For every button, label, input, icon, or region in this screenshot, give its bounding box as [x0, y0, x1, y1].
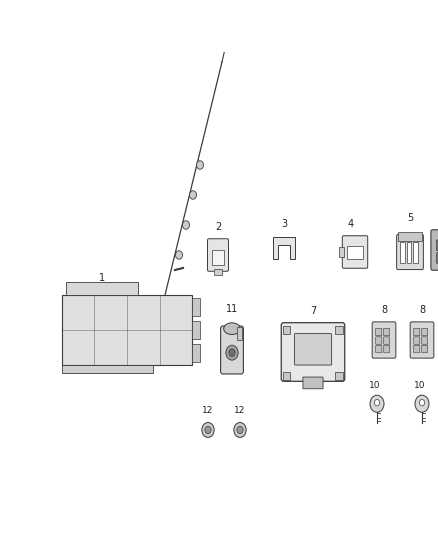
FancyBboxPatch shape [413, 345, 420, 353]
Text: 5: 5 [407, 213, 413, 223]
FancyBboxPatch shape [431, 230, 438, 270]
FancyBboxPatch shape [410, 322, 434, 358]
Text: 7: 7 [310, 306, 316, 316]
FancyBboxPatch shape [376, 328, 382, 336]
FancyBboxPatch shape [376, 337, 382, 344]
FancyBboxPatch shape [421, 337, 427, 344]
FancyBboxPatch shape [335, 372, 343, 379]
Text: 12: 12 [202, 406, 214, 415]
Circle shape [226, 345, 238, 360]
Circle shape [237, 426, 243, 434]
FancyBboxPatch shape [397, 235, 424, 270]
Circle shape [197, 161, 204, 169]
Ellipse shape [224, 323, 240, 335]
FancyBboxPatch shape [421, 345, 427, 353]
FancyBboxPatch shape [283, 326, 290, 334]
FancyBboxPatch shape [221, 326, 244, 374]
FancyBboxPatch shape [413, 328, 420, 336]
FancyBboxPatch shape [421, 328, 427, 336]
FancyBboxPatch shape [67, 281, 138, 295]
FancyBboxPatch shape [281, 322, 345, 381]
FancyBboxPatch shape [237, 327, 242, 341]
Text: 12: 12 [234, 406, 246, 415]
FancyBboxPatch shape [437, 253, 438, 263]
FancyBboxPatch shape [335, 326, 343, 334]
Circle shape [370, 395, 384, 412]
FancyBboxPatch shape [413, 337, 420, 344]
FancyBboxPatch shape [400, 243, 405, 263]
FancyBboxPatch shape [303, 377, 323, 389]
Text: 10: 10 [369, 381, 381, 390]
FancyBboxPatch shape [376, 345, 382, 353]
Text: 4: 4 [348, 220, 353, 229]
Circle shape [183, 221, 190, 229]
FancyBboxPatch shape [384, 328, 390, 336]
FancyBboxPatch shape [343, 236, 368, 268]
FancyBboxPatch shape [62, 295, 192, 365]
Text: 8: 8 [419, 305, 425, 316]
FancyBboxPatch shape [62, 365, 153, 373]
FancyBboxPatch shape [283, 372, 290, 379]
FancyBboxPatch shape [384, 337, 390, 344]
Circle shape [190, 191, 197, 199]
Circle shape [202, 423, 214, 438]
Text: 10: 10 [414, 381, 426, 390]
FancyBboxPatch shape [192, 297, 200, 316]
Circle shape [205, 426, 211, 434]
FancyBboxPatch shape [407, 243, 411, 263]
FancyBboxPatch shape [215, 269, 222, 275]
FancyBboxPatch shape [413, 243, 418, 263]
FancyBboxPatch shape [384, 345, 390, 353]
Circle shape [415, 395, 429, 412]
Circle shape [234, 423, 246, 438]
Circle shape [229, 349, 235, 357]
FancyBboxPatch shape [192, 344, 200, 362]
FancyBboxPatch shape [212, 250, 224, 265]
Text: 2: 2 [215, 222, 221, 232]
FancyBboxPatch shape [339, 247, 345, 257]
Circle shape [176, 251, 183, 259]
FancyBboxPatch shape [437, 240, 438, 251]
Circle shape [419, 399, 424, 406]
Polygon shape [273, 237, 294, 260]
FancyBboxPatch shape [192, 321, 200, 339]
FancyBboxPatch shape [208, 239, 229, 271]
Text: 1: 1 [99, 273, 105, 283]
FancyBboxPatch shape [398, 232, 422, 241]
Text: 3: 3 [281, 219, 287, 229]
Text: 8: 8 [381, 305, 387, 316]
FancyBboxPatch shape [294, 334, 332, 365]
FancyBboxPatch shape [347, 246, 363, 259]
FancyBboxPatch shape [372, 322, 396, 358]
Text: 11: 11 [226, 304, 238, 314]
Circle shape [374, 399, 380, 406]
